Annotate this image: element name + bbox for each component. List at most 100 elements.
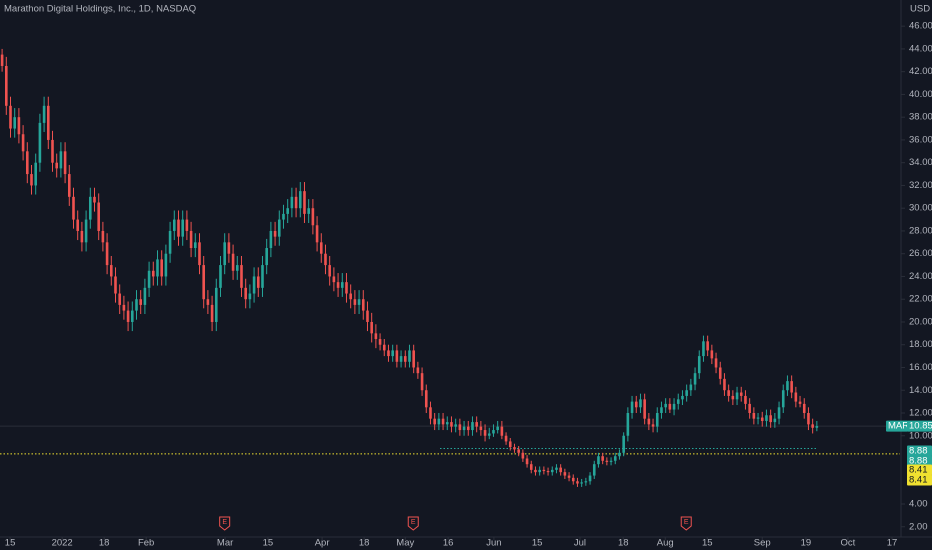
candle-body (366, 310, 369, 322)
candle-body (790, 381, 793, 393)
y-tick-label: 16.00 (909, 362, 932, 373)
level-badge: 8.41 (909, 475, 928, 486)
candle-body (193, 242, 197, 249)
candle-body (336, 282, 340, 288)
candle-body (563, 472, 567, 476)
candle-body (349, 293, 352, 300)
candle-body (324, 253, 327, 266)
candle-body (479, 426, 483, 431)
candle-body (454, 424, 457, 427)
x-tick-label: 17 (887, 538, 898, 549)
candle-body (676, 399, 680, 404)
x-tick-label: 15 (263, 538, 274, 549)
last-price-badge-bg (907, 420, 932, 432)
y-tick-label: 46.00 (909, 21, 932, 32)
y-tick-label: 32.00 (909, 180, 932, 191)
candle-body (718, 367, 722, 379)
candle-body (735, 392, 739, 400)
candle-body (781, 390, 785, 408)
candle-body (202, 265, 205, 300)
x-tick-label: Mar (217, 538, 233, 549)
candle-body (760, 417, 764, 421)
level-badge: 8.41 (909, 465, 928, 476)
x-tick-label: 15 (5, 538, 16, 549)
candle-body (777, 407, 781, 419)
candle-body (391, 350, 394, 357)
candle-body (164, 253, 168, 277)
currency: USD (910, 4, 930, 15)
candle-body (634, 401, 638, 408)
candle-body (118, 293, 121, 305)
earnings-marker (219, 516, 231, 531)
candle-body (139, 299, 142, 305)
candle-body (521, 452, 525, 459)
y-tick-label: 12.00 (909, 408, 932, 419)
candle-body (168, 230, 172, 254)
y-tick-label: 18.00 (909, 339, 932, 350)
candle-body (508, 441, 512, 448)
candle-body (752, 412, 756, 419)
candle-body (500, 426, 504, 436)
candle-body (181, 219, 184, 237)
candle-body (538, 469, 541, 473)
x-tick-label: 18 (359, 538, 370, 549)
candle-body (744, 395, 747, 404)
level-badge-bg (907, 455, 932, 467)
candle-body (30, 174, 33, 186)
candle-body (135, 299, 138, 311)
candle-body (185, 219, 189, 231)
candle-body (546, 471, 550, 473)
candle-body (773, 418, 777, 423)
candle-body (76, 219, 79, 231)
candle-body (177, 219, 180, 237)
candle-body (227, 242, 231, 254)
candle-body (798, 401, 802, 404)
candle-body (584, 481, 588, 483)
candle-body (357, 299, 361, 305)
candle-body (34, 162, 37, 186)
candle-body (290, 196, 294, 209)
candle-body (84, 219, 88, 243)
candle-body (811, 424, 814, 428)
candle-body (0, 54, 4, 66)
candle-body (618, 452, 621, 457)
candle-body (731, 395, 735, 400)
candle-body (315, 225, 319, 243)
candle-body (353, 299, 357, 305)
candle-body (189, 230, 193, 249)
candle-body (483, 430, 487, 436)
candle-body (492, 430, 495, 434)
candle-body (504, 435, 508, 442)
candle-body (626, 412, 630, 436)
x-tick-label: Jul (574, 538, 586, 549)
candle-body (723, 378, 726, 391)
earnings-marker (407, 516, 419, 531)
earnings-marker (680, 516, 692, 531)
candle-body (151, 270, 155, 277)
candle-body (668, 403, 672, 410)
candle-body (252, 276, 256, 294)
candle-body (555, 467, 558, 470)
candle-body (664, 403, 667, 408)
candle-body (588, 475, 592, 482)
candle-body (420, 373, 424, 391)
candle-body (559, 467, 562, 473)
candle-body (542, 469, 546, 472)
candle-body (769, 415, 772, 423)
candle-body (702, 341, 705, 357)
candle-body (93, 196, 96, 203)
candle-body (655, 412, 659, 427)
candle-body (160, 259, 163, 277)
candle-body (609, 460, 613, 462)
candle-body (802, 403, 806, 413)
candle-body (340, 282, 344, 288)
candle-body (17, 117, 21, 135)
earnings-label: E (222, 519, 227, 526)
candle-body (143, 287, 147, 305)
candle-body (206, 299, 210, 305)
candle-body (601, 456, 604, 461)
level-badge: 8.88 (909, 446, 928, 457)
candle-body (319, 242, 323, 254)
candle-body (109, 265, 113, 277)
